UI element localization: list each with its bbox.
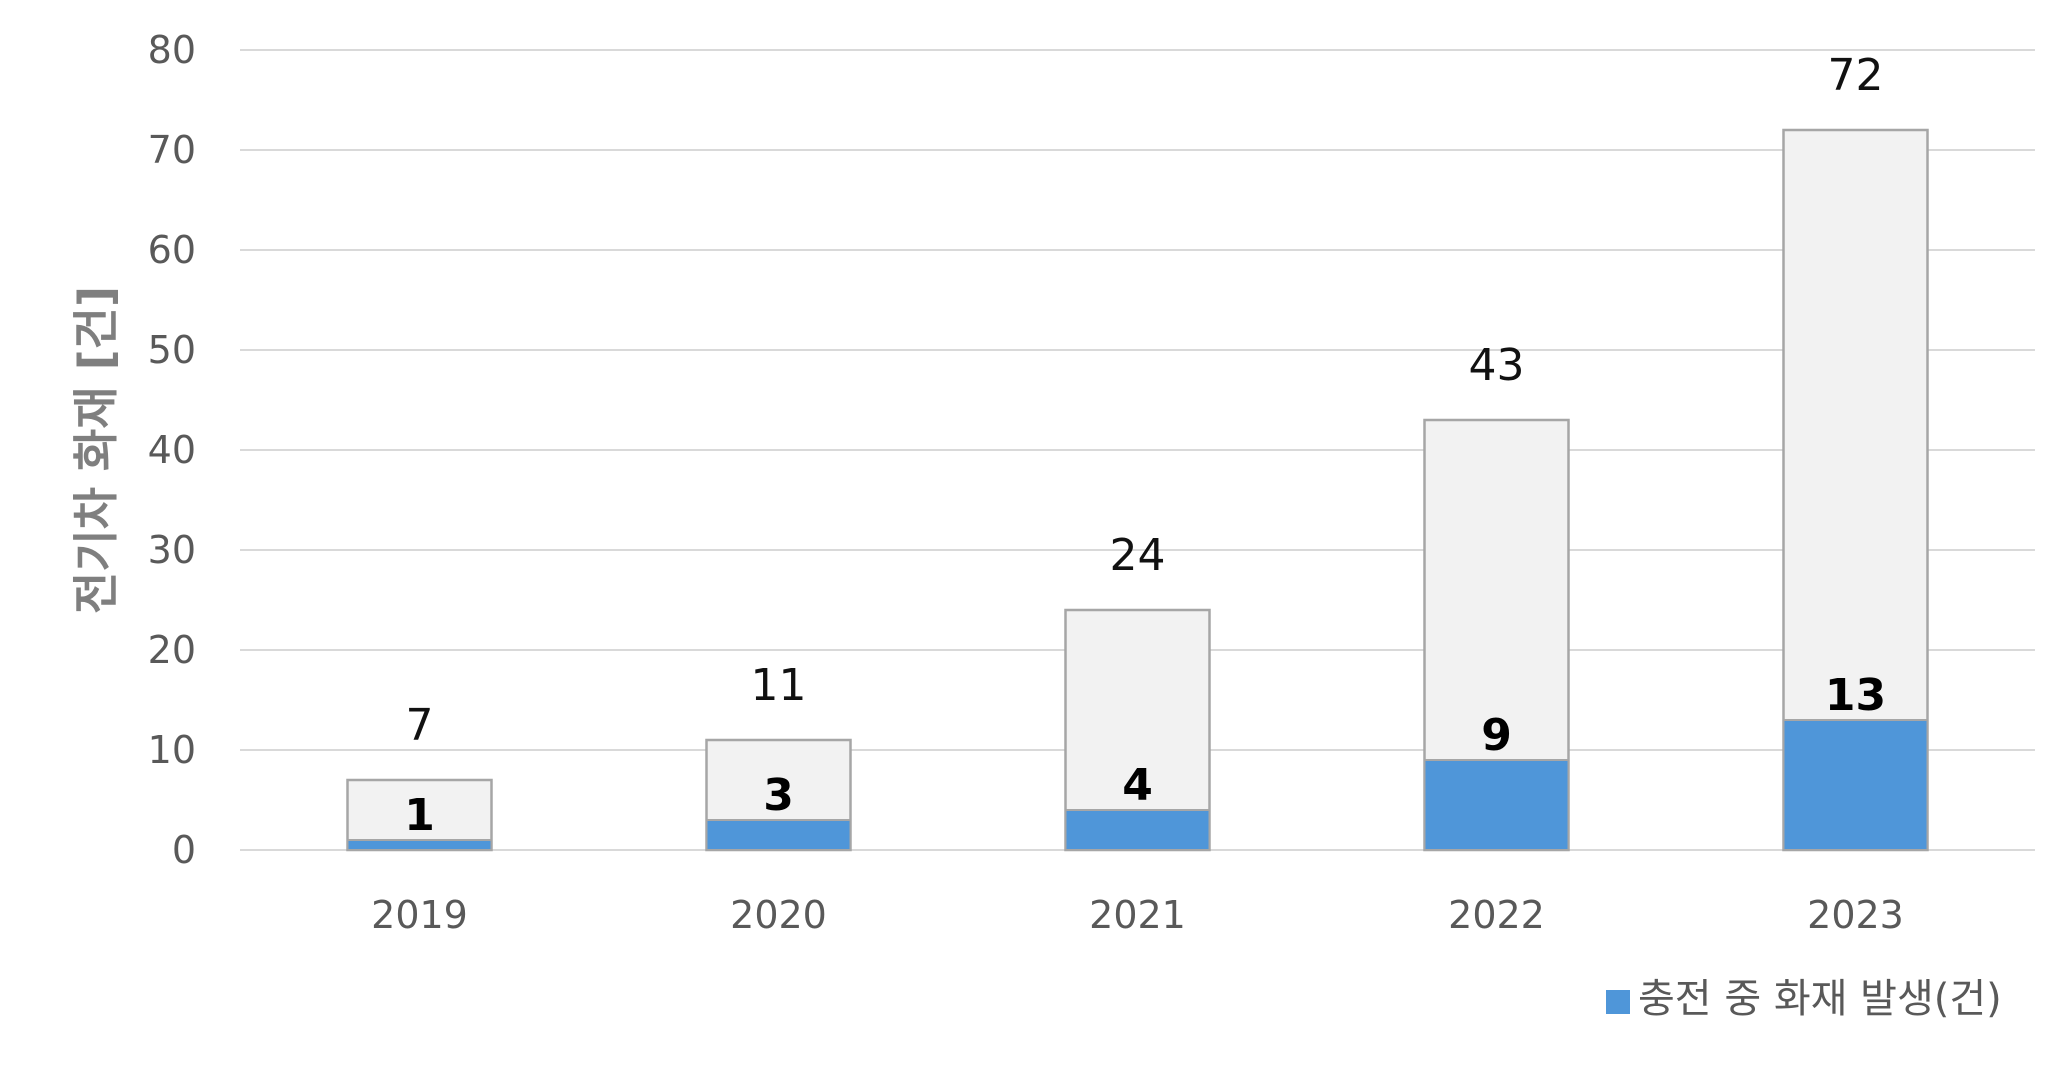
data-label-total-2021: 24 — [1110, 530, 1166, 581]
data-label-total-2022: 43 — [1469, 340, 1525, 391]
bar-charging-2022 — [1423, 759, 1570, 851]
y-tick-label-10: 10 — [148, 728, 196, 772]
y-tick-label-40: 40 — [148, 428, 196, 472]
x-tick-label-2021: 2021 — [1089, 893, 1186, 937]
y-tick-label-60: 60 — [148, 228, 196, 272]
data-label-total-2019: 7 — [406, 700, 434, 751]
bar-charging-2021 — [1064, 809, 1211, 851]
data-label-charging-2023: 13 — [1825, 670, 1886, 721]
x-tick-label-2023: 2023 — [1807, 893, 1904, 937]
data-label-charging-2019: 1 — [404, 790, 435, 841]
x-axis-ticks: 2019 2020 2021 2022 2023 — [371, 893, 1904, 937]
y-tick-label-0: 0 — [172, 828, 196, 872]
legend-label-charging: 충전 중 화재 발생(건) — [1638, 976, 2002, 1022]
data-label-charging-2022: 9 — [1481, 710, 1512, 761]
legend-swatch-charging — [1606, 990, 1630, 1014]
legend: 충전 중 화재 발생(건) — [1606, 976, 2002, 1022]
bar-charging-2020 — [705, 819, 852, 851]
y-tick-label-30: 30 — [148, 528, 196, 572]
y-axis-ticks: 0 10 20 30 40 50 60 70 80 — [148, 28, 196, 872]
data-label-total-2020: 11 — [751, 660, 807, 711]
bar-charging-2019 — [346, 839, 493, 851]
data-label-total-2023: 72 — [1828, 50, 1884, 101]
x-tick-label-2020: 2020 — [730, 893, 827, 937]
y-tick-label-50: 50 — [148, 328, 196, 372]
data-label-charging-2020: 3 — [763, 770, 794, 821]
bar-charging-2023 — [1782, 719, 1929, 851]
x-tick-label-2019: 2019 — [371, 893, 468, 937]
y-axis-label: 전기차 화재 [건] — [69, 286, 123, 614]
y-tick-label-20: 20 — [148, 628, 196, 672]
bar-total-2019 — [346, 778, 493, 852]
x-tick-label-2022: 2022 — [1448, 893, 1545, 937]
data-label-charging-2021: 4 — [1122, 760, 1153, 811]
gridlines — [240, 49, 2035, 851]
y-tick-label-70: 70 — [148, 128, 196, 172]
y-tick-label-80: 80 — [148, 28, 196, 72]
